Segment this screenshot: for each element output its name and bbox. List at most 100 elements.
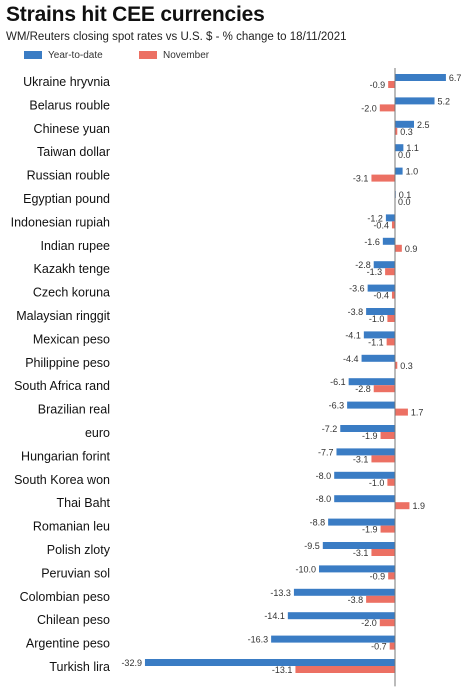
ytd-bar-philippine-peso (361, 354, 395, 362)
category-label-south-africa-rand: South Africa rand (14, 379, 110, 393)
ytd-value-label-south-africa-rand: -6.1 (330, 377, 346, 387)
ytd-value-label-chilean-peso: -14.1 (264, 611, 285, 621)
november-value-label-chilean-peso: -2.0 (361, 618, 377, 628)
november-value-label-hungarian-forint: -3.1 (353, 454, 369, 464)
ytd-bar-euro (340, 425, 395, 432)
november-value-label-thai-baht: 1.9 (412, 501, 425, 511)
category-label-romanian-leu: Romanian leu (33, 520, 110, 534)
category-label-brazilian-real: Brazilian real (38, 403, 110, 417)
november-bar-colombian-peso (366, 595, 395, 603)
november-value-label-peruvian-sol: -0.9 (370, 571, 386, 581)
ytd-bar-ukraine-hryvnia (395, 74, 446, 81)
november-value-label-philippine-peso: 0.3 (400, 361, 413, 371)
november-value-label-mexican-peso: -1.1 (368, 337, 384, 347)
november-value-label-polish-zloty: -3.1 (353, 548, 369, 558)
november-bar-chinese-yuan (395, 127, 398, 135)
november-bar-hungarian-forint (371, 455, 395, 463)
november-bar-romanian-leu (380, 525, 395, 533)
ytd-value-label-philippine-peso: -4.4 (343, 354, 359, 364)
ytd-value-label-peruvian-sol: -10.0 (295, 564, 316, 574)
november-value-label-argentine-peso: -0.7 (371, 642, 387, 652)
ytd-bar-peruvian-sol (319, 565, 395, 573)
ytd-value-label-colombian-peso: -13.3 (270, 588, 291, 598)
november-value-label-malaysian-ringgit: -1.0 (369, 314, 385, 324)
category-label-hungarian-forint: Hungarian forint (21, 449, 110, 463)
chart-title: Strains hit CEE currencies (6, 3, 265, 26)
ytd-bar-argentine-peso (271, 635, 395, 643)
ytd-value-label-malaysian-ringgit: -3.8 (348, 307, 364, 317)
ytd-bar-mexican-peso (363, 331, 395, 339)
november-value-label-chinese-yuan: 0.3 (400, 127, 413, 137)
category-label-thai-baht: Thai Baht (56, 496, 110, 510)
november-bar-indonesian-rupiah (391, 221, 395, 229)
category-label-polish-zloty: Polish zloty (47, 543, 111, 557)
ytd-value-label-mexican-peso: -4.1 (345, 330, 361, 340)
november-value-label-indian-rupee: 0.9 (405, 244, 418, 254)
category-label-turkish-lira: Turkish lira (49, 660, 110, 674)
november-value-label-euro: -1.9 (362, 431, 378, 441)
november-value-label-kazakh-tenge: -1.3 (367, 267, 383, 277)
category-label-mexican-peso: Mexican peso (33, 332, 110, 346)
ytd-value-label-egyptian-pound: 0.1 (399, 190, 412, 200)
ytd-bar-thai-baht (334, 495, 395, 503)
category-label-chinese-yuan: Chinese yuan (34, 122, 110, 136)
november-bar-brazilian-real (395, 408, 408, 416)
november-bar-polish-zloty (371, 549, 395, 556)
category-label-philippine-peso: Philippine peso (25, 356, 110, 370)
legend-label-november: November (163, 50, 210, 61)
category-label-chilean-peso: Chilean peso (37, 613, 110, 627)
ytd-bar-czech-koruna (367, 284, 395, 292)
november-value-label-indonesian-rupiah: -0.4 (373, 220, 389, 230)
ytd-bar-hungarian-forint (336, 448, 395, 456)
ytd-bar-chilean-peso (287, 612, 395, 620)
november-value-label-romanian-leu: -1.9 (362, 525, 378, 535)
november-bar-ukraine-hryvnia (388, 81, 395, 88)
ytd-value-label-chinese-yuan: 2.5 (417, 120, 430, 130)
ytd-value-label-turkish-lira: -32.9 (121, 658, 142, 668)
november-bar-malaysian-ringgit (387, 315, 395, 322)
november-value-label-brazilian-real: 1.7 (411, 408, 424, 418)
november-value-label-ukraine-hryvnia: -0.9 (370, 80, 386, 90)
chart-subtitle: WM/Reuters closing spot rates vs U.S. $ … (6, 31, 347, 43)
category-label-indonesian-rupiah: Indonesian rupiah (11, 215, 110, 229)
ytd-bar-turkish-lira (144, 659, 395, 666)
legend-swatch-november (139, 51, 157, 60)
november-bar-kazakh-tenge (385, 268, 395, 276)
november-value-label-egyptian-pound: 0.0 (398, 197, 411, 207)
category-label-indian-rupee: Indian rupee (40, 239, 110, 253)
category-label-colombian-peso: Colombian peso (20, 590, 110, 604)
ytd-bar-romanian-leu (328, 518, 395, 526)
ytd-bar-belarus-rouble (395, 97, 435, 105)
november-bar-russian-rouble (371, 174, 395, 182)
ytd-value-label-taiwan-dollar: 1.1 (406, 143, 419, 153)
legend-item-november: November (139, 50, 209, 61)
november-bar-peruvian-sol (388, 572, 395, 580)
november-value-label-czech-koruna: -0.4 (373, 291, 389, 301)
november-value-label-russian-rouble: -3.1 (353, 174, 369, 184)
ytd-bar-colombian-peso (293, 588, 395, 596)
ytd-value-label-ukraine-hryvnia: 6.7 (449, 73, 462, 83)
legend-item-ytd: Year-to-date (24, 50, 103, 61)
november-value-label-taiwan-dollar: 0.0 (398, 150, 411, 160)
november-value-label-south-korea-won: -1.0 (369, 478, 385, 488)
november-bar-south-korea-won (387, 478, 395, 486)
ytd-value-label-russian-rouble: 1.0 (406, 167, 419, 177)
category-label-russian-rouble: Russian rouble (27, 169, 110, 183)
ytd-bar-indian-rupee (382, 237, 395, 245)
category-label-malaysian-ringgit: Malaysian ringgit (16, 309, 110, 323)
ytd-bar-south-korea-won (334, 471, 395, 479)
november-bar-euro (380, 432, 395, 439)
legend-label-ytd: Year-to-date (48, 50, 103, 61)
category-label-ukraine-hryvnia: Ukraine hryvnia (23, 75, 110, 89)
ytd-bar-kazakh-tenge (373, 261, 395, 269)
november-value-label-colombian-peso: -3.8 (348, 595, 364, 605)
november-value-label-belarus-rouble: -2.0 (361, 103, 377, 113)
category-label-belarus-rouble: Belarus rouble (29, 98, 110, 112)
category-label-south-korea-won: South Korea won (14, 473, 110, 487)
category-label-taiwan-dollar: Taiwan dollar (37, 145, 110, 159)
category-label-czech-koruna: Czech koruna (33, 286, 110, 300)
ytd-bar-taiwan-dollar (395, 144, 404, 152)
ytd-bar-polish-zloty (322, 542, 395, 549)
ytd-bar-chinese-yuan (395, 120, 414, 128)
category-label-kazakh-tenge: Kazakh tenge (34, 262, 110, 276)
